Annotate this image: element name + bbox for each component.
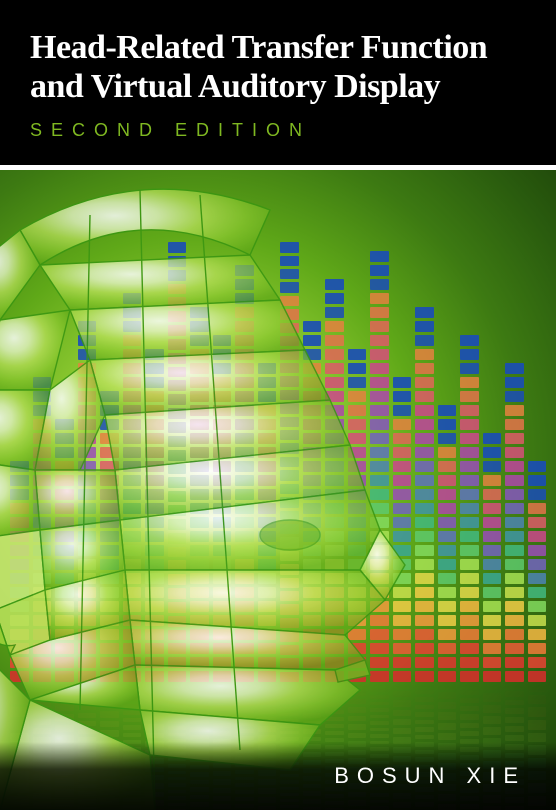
edition-label: SECOND EDITION — [30, 120, 526, 141]
cover-artwork — [0, 170, 556, 810]
book-cover: Head-Related Transfer Function and Virtu… — [0, 0, 556, 810]
book-title: Head-Related Transfer Function and Virtu… — [30, 28, 526, 106]
title-line-2: and Virtual Auditory Display — [30, 68, 440, 105]
head-wireframe-icon — [0, 170, 500, 810]
eq-column — [528, 242, 547, 682]
title-line-1: Head-Related Transfer Function — [30, 29, 487, 66]
eq-column — [505, 242, 524, 682]
author-bar: BOSUN XIE — [0, 742, 556, 810]
header-block: Head-Related Transfer Function and Virtu… — [0, 0, 556, 165]
author-name: BOSUN XIE — [334, 763, 526, 789]
